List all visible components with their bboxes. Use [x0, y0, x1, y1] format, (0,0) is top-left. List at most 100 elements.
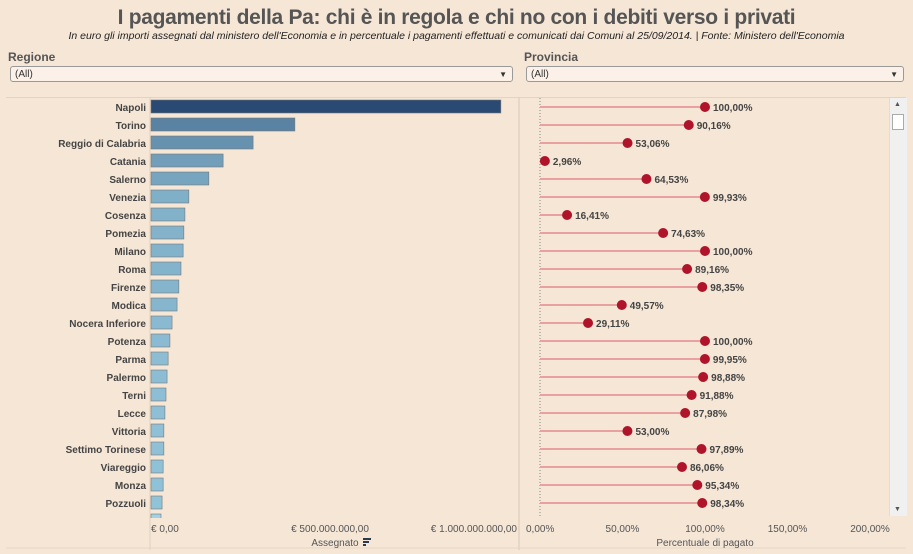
row-label: Nocera Inferiore [69, 319, 146, 330]
data-label: 64,53% [654, 175, 688, 186]
data-label: 99,95% [713, 355, 747, 366]
bar [150, 153, 224, 168]
x-tick-label: € 1.000.000.000,00 [431, 524, 518, 535]
divider [6, 97, 906, 98]
sort-icon-part [363, 541, 369, 543]
data-label: 99,93% [713, 193, 747, 204]
page-subtitle: In euro gli importi assegnati dal minist… [68, 30, 845, 42]
data-label: 100,00% [713, 103, 753, 114]
row-label: Terni [122, 391, 146, 402]
scroll-down-icon[interactable]: ▼ [894, 506, 901, 513]
row-label: Venezia [109, 193, 146, 204]
lollipop-dot [692, 480, 703, 490]
row-label: Lecce [118, 409, 147, 420]
lollipop-dot [583, 318, 594, 328]
bar [150, 297, 178, 312]
row-label: Torino [116, 121, 146, 132]
lollipop-dot [658, 228, 669, 238]
bar [150, 369, 168, 384]
scrollbar-thumb[interactable] [892, 114, 904, 130]
bar [150, 405, 166, 420]
bar [150, 225, 185, 240]
bar [150, 459, 164, 474]
lollipop-dot [697, 282, 708, 292]
data-label: 98,34% [710, 499, 744, 510]
bar [150, 387, 167, 402]
data-label: 90,16% [697, 121, 731, 132]
sort-icon-part [363, 544, 366, 546]
data-label: 53,06% [636, 139, 670, 150]
lollipop-dot [699, 192, 710, 202]
x-tick-label: 100,00% [685, 524, 725, 535]
bar [150, 117, 296, 132]
bar [150, 513, 162, 518]
data-label: 53,00% [635, 427, 669, 438]
vertical-scrollbar[interactable]: ▲ ▼ [889, 98, 907, 516]
data-label: 89,16% [695, 265, 729, 276]
data-label: 98,35% [710, 283, 744, 294]
bar [150, 477, 164, 492]
data-label: 91,88% [700, 391, 734, 402]
row-label: Potenza [108, 337, 147, 348]
data-label: 98,88% [711, 373, 745, 384]
bar [150, 135, 254, 150]
x-axis-title: Assegnato [311, 538, 359, 549]
regione-dropdown[interactable]: (All) ▼ [10, 66, 513, 82]
lollipop-dot [700, 336, 710, 346]
data-label: 100,00% [713, 337, 753, 348]
lollipop-dot [700, 246, 710, 256]
data-label: 29,11% [596, 319, 629, 330]
data-label: 16,41% [575, 211, 609, 222]
lollipop-dot [699, 354, 710, 364]
provincia-value: (All) [531, 69, 549, 80]
bar [150, 315, 173, 330]
row-label: Firenze [111, 283, 146, 294]
row-label: Parma [115, 355, 146, 366]
data-label: 2,96% [553, 157, 581, 168]
row-label: Modica [112, 301, 147, 312]
bar [150, 261, 182, 276]
bar [150, 99, 502, 114]
provincia-dropdown[interactable]: (All) ▼ [526, 66, 904, 82]
page-title: I pagamenti della Pa: chi è in regola e … [117, 6, 796, 29]
data-label: 97,89% [710, 445, 744, 456]
bar [150, 441, 165, 456]
row-label: Napoli [115, 103, 146, 114]
x-tick-label: 150,00% [768, 524, 808, 535]
row-label: Viareggio [101, 463, 146, 474]
x-tick-label: 0,00% [526, 524, 554, 535]
lollipop-dot [641, 174, 652, 184]
row-label: Pomezia [105, 229, 146, 240]
lollipop-dot [700, 102, 710, 112]
lollipop-dot [686, 390, 697, 400]
lollipop-dot [680, 408, 691, 418]
data-label: 100,00% [713, 247, 753, 258]
bar [150, 495, 163, 510]
data-label: 49,57% [630, 301, 664, 312]
bar [150, 333, 171, 348]
row-label: Vittoria [112, 427, 147, 438]
lollipop-dot [616, 300, 627, 310]
provincia-filter-label: Provincia [524, 50, 579, 64]
bar [150, 189, 190, 204]
row-label: Salerno [109, 175, 146, 186]
row-label: Palermo [107, 373, 146, 384]
row-label: Settimo Torinese [66, 445, 147, 456]
row-label: Milano [114, 247, 146, 258]
regione-value: (All) [15, 69, 33, 80]
scroll-up-icon[interactable]: ▲ [894, 101, 901, 108]
data-label: 95,34% [705, 481, 739, 492]
row-label: Pozzuoli [105, 499, 146, 510]
bar [150, 171, 210, 186]
lollipop-dot [696, 444, 707, 454]
bar [150, 279, 180, 294]
lollipop-dot [622, 138, 633, 148]
regione-filter-label: Regione [8, 50, 56, 64]
row-label: Catania [110, 157, 147, 168]
lollipop-dot [539, 156, 550, 166]
row-label: Roma [118, 265, 146, 276]
lollipop-dot [683, 120, 694, 130]
bar [150, 423, 165, 438]
